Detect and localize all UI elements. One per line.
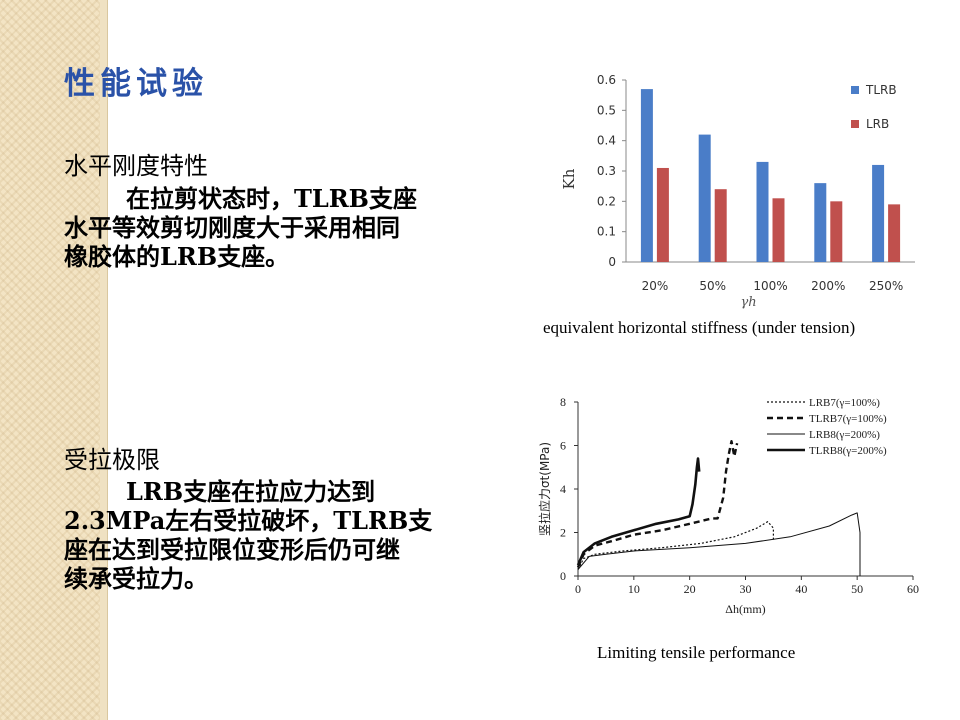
paragraph-line: 水平等效剪切刚度大于采用相同 (64, 213, 400, 242)
bar-tlrb-2 (756, 161, 769, 262)
x-tick-label: 100% (753, 279, 787, 293)
tensile-line-chart: 0 10 20 30 40 50 60 0 2 4 6 8 Δh(mm) 竖拉应力σt(MPa) LRB7(… (537, 395, 919, 616)
x-tick-label: 50% (699, 279, 726, 293)
series-line-0 (577, 521, 774, 570)
x-axis-label: γh (741, 295, 757, 310)
series-line-1 (576, 440, 739, 568)
legend-swatch-lrb (851, 120, 859, 128)
bar-lrb-2 (772, 198, 785, 262)
y-tick-label: 0.3 (597, 164, 616, 178)
chart-caption-tensile: Limiting tensile performance (597, 643, 796, 662)
y-tick-label: 0 (608, 255, 616, 269)
paragraph-line: 座在达到受拉限位变形后仍可继 (64, 535, 400, 564)
x-tick-label: 40 (795, 582, 807, 596)
x-tick-label: 30 (740, 582, 752, 596)
y-tick-label: 4 (560, 482, 566, 496)
y-tick-label: 0.2 (597, 194, 616, 208)
y-tick-label: 0.1 (597, 225, 616, 239)
bar-tlrb-0 (640, 89, 653, 262)
x-tick-label: 250% (869, 279, 903, 293)
legend-label-3: TLRB8(γ=200%) (809, 445, 887, 457)
side-strip-edge (100, 0, 108, 720)
legend-swatch-tlrb (851, 86, 859, 94)
y-tick-label: 6 (560, 439, 566, 453)
bar-lrb-1 (714, 189, 727, 262)
section-paragraph-tensile-limit: LRB支座在拉应力达到 2.3MPa左右受拉破坏，TLRB支 座在达到受拉限位变… (64, 477, 524, 593)
chart-caption-stiffness: equivalent horizontal stiffness (under t… (543, 318, 856, 337)
y-tick-label: 0.4 (597, 134, 616, 148)
section-heading-stiffness: 水平刚度特性 (64, 152, 208, 180)
y-tick-label: 0 (560, 569, 566, 583)
section-paragraph-stiffness: 在拉剪状态时，TLRB支座 水平等效剪切刚度大于采用相同 橡胶体的LRB支座。 (64, 184, 524, 271)
legend-label-0: LRB7(γ=100%) (809, 397, 880, 409)
y-tick-label: 0.5 (597, 103, 616, 117)
x-tick-label: 20% (642, 279, 669, 293)
legend-label-2: LRB8(γ=200%) (809, 429, 880, 441)
bar-lrb-3 (830, 201, 843, 262)
bar-tlrb-1 (698, 134, 711, 262)
x-tick-label: 10 (628, 582, 640, 596)
y-tick-label: 2 (560, 526, 566, 540)
x-tick-label: 0 (575, 582, 581, 596)
decorative-side-strip (0, 0, 100, 720)
paragraph-line: 橡胶体的LRB支座。 (64, 242, 290, 271)
paragraph-line: LRB支座在拉应力达到 (126, 477, 376, 506)
x-tick-label: 60 (907, 582, 919, 596)
legend-label-1: TLRB7(γ=100%) (809, 413, 887, 425)
x-tick-label: 200% (811, 279, 845, 293)
legend-label-tlrb: TLRB (865, 83, 897, 97)
paragraph-line: 2.3MPa左右受拉破坏，TLRB支 (64, 506, 433, 535)
y-tick-label: 8 (560, 395, 566, 409)
bar-tlrb-3 (814, 183, 827, 262)
paragraph-line: 在拉剪状态时，TLRB支座 (126, 184, 417, 213)
paragraph-line: 续承受拉力。 (64, 564, 208, 593)
legend-label-lrb: LRB (866, 117, 889, 131)
x-tick-label: 50 (851, 582, 863, 596)
y-tick-label: 0.6 (597, 73, 616, 87)
slide-title: 性能试验 (64, 66, 208, 102)
y-axis-label: Kh (560, 168, 578, 189)
bar-tlrb-4 (872, 164, 885, 262)
section-heading-tensile-limit: 受拉极限 (64, 446, 160, 474)
x-axis-label: Δh(mm) (725, 602, 765, 616)
y-axis-label: 竖拉应力σt(MPa) (537, 442, 552, 536)
bar-lrb-4 (888, 204, 901, 262)
series-line-2 (577, 512, 861, 576)
x-tick-label: 20 (684, 582, 696, 596)
series-line-3 (576, 457, 701, 566)
bar-lrb-0 (656, 167, 669, 262)
stiffness-bar-chart: 0 0.1 0.2 0.3 0.4 0.5 0.6 20% 50% 100% 200% 250% Kh γ… (560, 73, 915, 310)
